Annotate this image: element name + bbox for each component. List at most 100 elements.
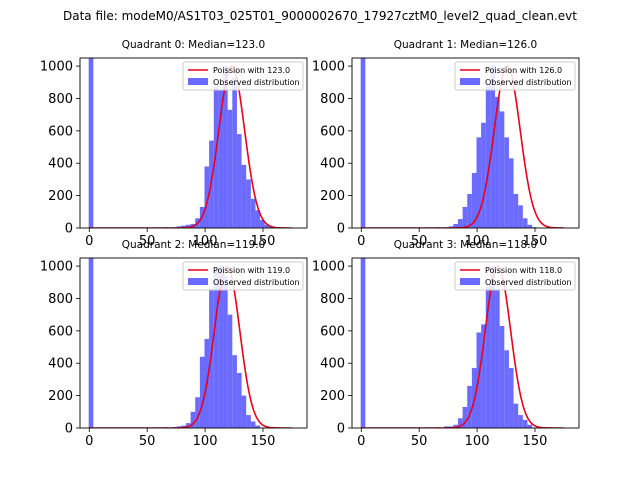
y-tick-label: 0	[337, 222, 345, 237]
y-tick-label: 200	[48, 189, 73, 204]
x-tick-label: 150	[251, 434, 276, 449]
y-tick-label: 1000	[312, 260, 345, 275]
histogram-bar	[485, 285, 491, 428]
poisson-fit-line	[89, 65, 292, 228]
histogram-bar	[453, 424, 458, 428]
histogram-bar	[260, 219, 265, 228]
y-tick-label: 800	[48, 292, 73, 307]
histogram-bar	[462, 406, 468, 428]
histogram-bar	[360, 58, 366, 228]
legend: Poission with 119.0 Observed distribution	[182, 261, 304, 291]
histogram-bar	[527, 424, 533, 428]
panel-quadrant-1: 0 50 100 150 0 200 400 600 800 1000 Quadrant 1: Me…	[312, 39, 580, 249]
legend-hist-label: Observed distribution	[485, 278, 572, 287]
figure-suptitle: Data file: modeM0/AS1T03_025T01_90000026…	[63, 9, 577, 23]
histogram-bar	[499, 326, 505, 428]
y-tick-label: 800	[320, 92, 345, 107]
histogram	[88, 58, 279, 228]
x-tick-label: 50	[139, 434, 156, 449]
axes-frame	[351, 257, 580, 429]
x-tick-label: 100	[193, 234, 218, 249]
y-tick-label: 0	[65, 422, 73, 437]
legend-hist-label: Observed distribution	[485, 78, 572, 87]
panel-title: Quadrant 2: Median=119.0	[122, 239, 265, 251]
panel-title: Quadrant 1: Median=126.0	[394, 39, 537, 51]
histogram-bar	[518, 205, 523, 228]
histogram-bar	[185, 224, 191, 228]
histogram-bar	[88, 58, 94, 228]
legend-box	[182, 61, 304, 91]
histogram-bar	[236, 372, 242, 428]
histogram-bar	[457, 219, 463, 228]
histogram-bar	[227, 109, 233, 228]
x-tick-label: 150	[523, 234, 548, 249]
legend-box	[454, 61, 576, 91]
histogram-bar	[522, 419, 528, 428]
panel-title: Quadrant 3: Median=118.0	[394, 239, 537, 251]
histogram-bar	[195, 397, 200, 428]
panel-quadrant-3: 0 50 100 150 0 200 400 600 800 1000 Quadrant 3: Me…	[312, 239, 580, 449]
x-tick-label: 50	[139, 234, 156, 249]
histogram-bar	[241, 164, 247, 228]
legend-hist-label: Observed distribution	[213, 78, 300, 87]
histogram-bar	[255, 210, 261, 228]
panel-title: Quadrant 0: Median=123.0	[122, 39, 265, 51]
x-tick-label: 100	[193, 434, 218, 449]
histogram-bar	[476, 137, 482, 228]
histogram-bar	[504, 137, 509, 228]
histogram-bar	[495, 96, 500, 228]
axes-frame	[79, 57, 308, 229]
y-tick-label: 1000	[312, 60, 345, 75]
poisson-fit-line	[361, 265, 564, 428]
histogram-bar	[199, 356, 205, 428]
histogram-bar	[481, 122, 486, 228]
legend: Poission with 123.0 Observed distribution	[182, 61, 304, 91]
y-tick-label: 200	[320, 189, 345, 204]
legend-hist-swatch	[460, 78, 480, 85]
histogram-bar	[190, 411, 196, 428]
histogram-bar	[481, 324, 486, 428]
histogram-bar	[246, 415, 251, 428]
histogram-bar	[513, 403, 519, 428]
histogram-bar	[264, 224, 270, 228]
histogram-bar	[213, 269, 219, 428]
x-tick-label: 0	[357, 234, 365, 249]
x-tick-label: 100	[465, 434, 490, 449]
histogram-bar	[232, 77, 237, 228]
histogram-bar	[490, 266, 496, 428]
histogram-bar	[522, 218, 528, 228]
histogram-bar	[88, 258, 94, 428]
histogram-bar	[181, 225, 186, 228]
histogram-bar	[232, 355, 237, 428]
histogram-bar	[241, 395, 247, 428]
histogram-bar	[246, 179, 251, 228]
y-tick-label: 400	[48, 157, 73, 172]
legend-fit-label: Poission with 119.0	[213, 266, 290, 275]
histogram-bar	[527, 224, 533, 228]
legend-hist-label: Observed distribution	[213, 278, 300, 287]
x-tick-label: 0	[85, 434, 93, 449]
histogram-bar	[504, 350, 509, 428]
histogram-bar	[213, 87, 219, 228]
histogram-bar	[204, 166, 210, 228]
legend: Poission with 118.0 Observed distribution	[454, 261, 576, 291]
histogram-bar	[467, 385, 472, 428]
x-tick-label: 150	[523, 434, 548, 449]
histogram-bar	[508, 368, 514, 428]
histogram-bar	[218, 266, 224, 428]
legend-fit-label: Poission with 126.0	[485, 66, 562, 75]
legend-hist-swatch	[188, 78, 208, 85]
x-tick-label: 100	[465, 234, 490, 249]
histogram-bar	[250, 198, 256, 228]
histogram-bar	[462, 206, 468, 228]
histogram-bar	[223, 275, 228, 428]
panel-quadrant-2: 0 50 100 150 0 200 400 600 800 1000 Quadrant 2: Me…	[40, 239, 308, 449]
histogram-bar	[255, 425, 261, 428]
y-tick-label: 400	[320, 357, 345, 372]
y-tick-label: 0	[337, 422, 345, 437]
histogram-bar	[467, 194, 472, 228]
histogram-bar	[513, 194, 519, 228]
histogram-bar	[471, 172, 477, 228]
y-tick-label: 1000	[40, 260, 73, 275]
histogram-bar	[495, 288, 500, 428]
